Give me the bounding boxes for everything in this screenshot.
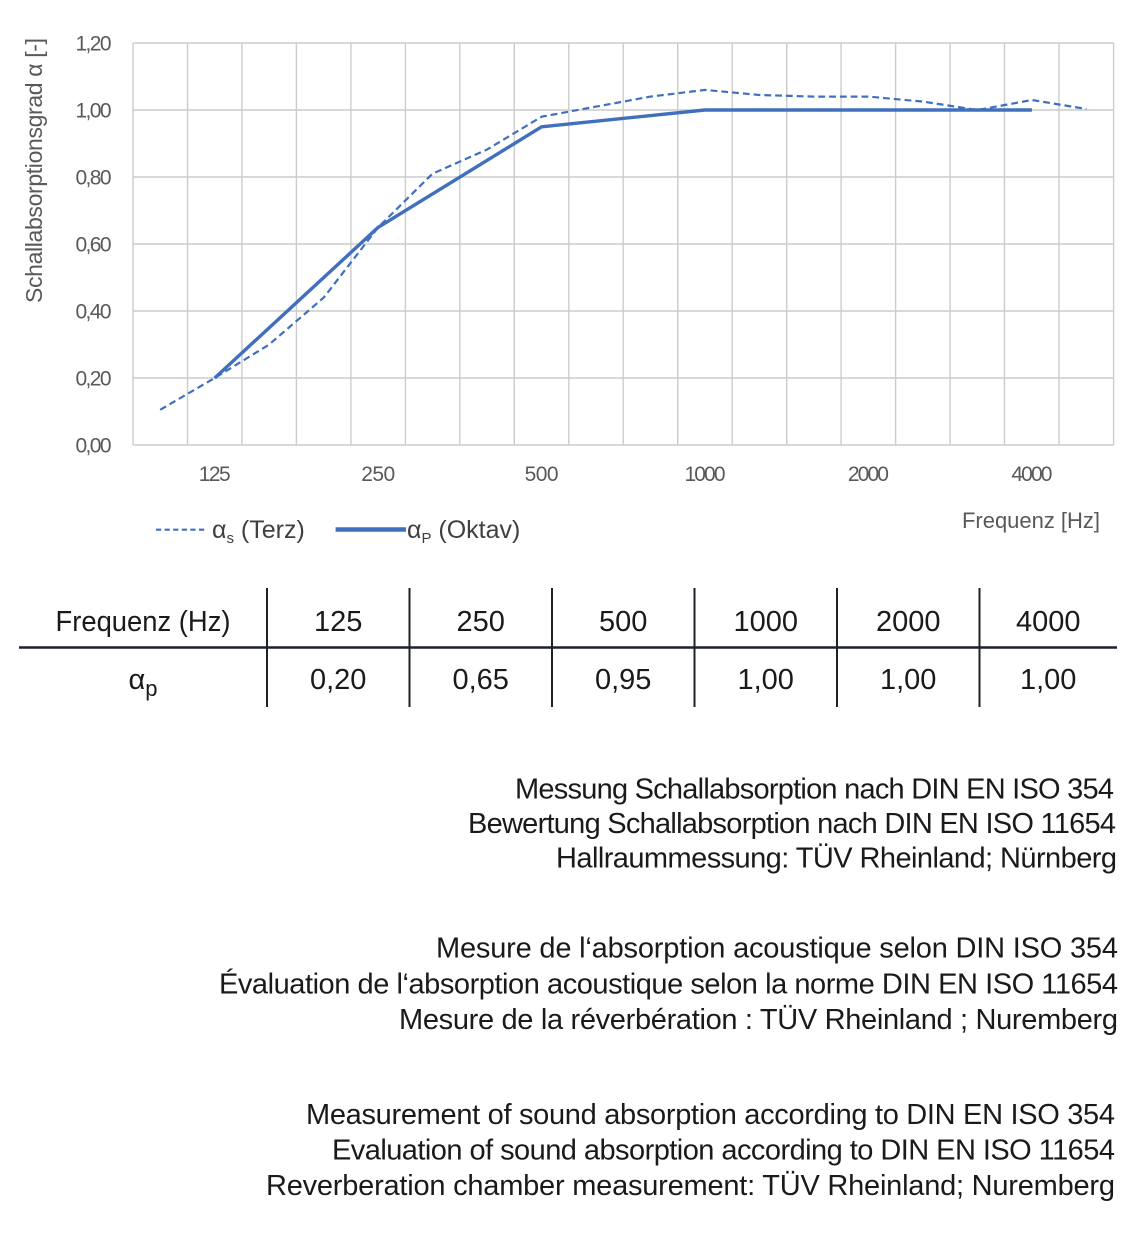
svg-text:125: 125 xyxy=(199,463,231,486)
svg-text:4000: 4000 xyxy=(1016,606,1081,638)
svg-text:0,60: 0,60 xyxy=(76,234,112,257)
svg-text:0,95: 0,95 xyxy=(595,664,651,696)
svg-text:4000: 4000 xyxy=(1011,463,1052,486)
svg-text:0,80: 0,80 xyxy=(76,167,112,190)
svg-text:1,20: 1,20 xyxy=(76,33,112,56)
svg-text:1000: 1000 xyxy=(733,606,798,638)
svg-text:Frequenz (Hz): Frequenz (Hz) xyxy=(56,606,231,638)
svg-text:0,20: 0,20 xyxy=(310,664,366,696)
svg-text:αs (Terz): αs (Terz) xyxy=(212,516,305,547)
svg-text:2000: 2000 xyxy=(876,606,941,638)
svg-text:0,65: 0,65 xyxy=(452,664,508,696)
svg-text:Frequenz [Hz]: Frequenz [Hz] xyxy=(962,508,1100,533)
svg-text:500: 500 xyxy=(525,463,559,486)
svg-text:1,00: 1,00 xyxy=(737,664,793,696)
svg-text:250: 250 xyxy=(457,606,505,638)
svg-text:Mesure de la réverbération : T: Mesure de la réverbération : TÜV Rheinla… xyxy=(399,1004,1118,1036)
svg-text:1000: 1000 xyxy=(685,463,726,486)
svg-text:125: 125 xyxy=(314,606,362,638)
svg-text:1,00: 1,00 xyxy=(76,100,112,123)
svg-text:0,20: 0,20 xyxy=(76,368,112,391)
svg-text:0,40: 0,40 xyxy=(76,301,112,324)
svg-text:Messung Schallabsorption nach: Messung Schallabsorption nach DIN EN ISO… xyxy=(515,774,1114,806)
svg-text:1,00: 1,00 xyxy=(880,664,936,696)
svg-text:250: 250 xyxy=(361,463,395,486)
svg-text:500: 500 xyxy=(599,606,647,638)
svg-text:Mesure de l‘absorption acousti: Mesure de l‘absorption acoustique selon … xyxy=(436,933,1118,965)
svg-text:Évaluation de l‘absorption aco: Évaluation de l‘absorption acoustique se… xyxy=(219,967,1118,1000)
svg-text:αp: αp xyxy=(128,664,157,701)
svg-text:1,00: 1,00 xyxy=(1020,664,1076,696)
svg-text:Measurement of sound absorptio: Measurement of sound absorption accordin… xyxy=(306,1099,1115,1131)
svg-text:0,00: 0,00 xyxy=(76,435,112,458)
svg-text:2000: 2000 xyxy=(848,463,889,486)
svg-text:Schallabsorptionsgrad α [-]: Schallabsorptionsgrad α [-] xyxy=(21,38,47,303)
svg-text:Hallraummessung: TÜV Rheinland: Hallraummessung: TÜV Rheinland; Nürnberg xyxy=(556,843,1117,875)
svg-text:Evaluation of sound absorption: Evaluation of sound absorption according… xyxy=(332,1134,1115,1166)
svg-text:Bewertung Schallabsorption nac: Bewertung Schallabsorption nach DIN EN I… xyxy=(468,808,1116,840)
svg-text:αP (Oktav): αP (Oktav) xyxy=(407,516,520,547)
svg-text:Reverberation chamber measurem: Reverberation chamber measurement: TÜV R… xyxy=(266,1170,1115,1202)
